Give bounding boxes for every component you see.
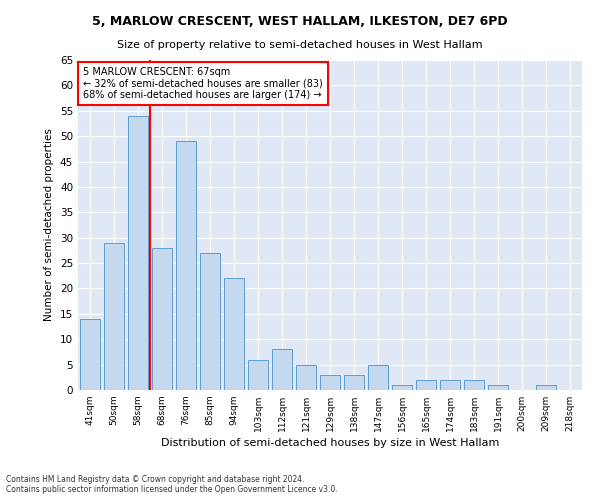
Bar [104,243,124,390]
Bar [368,364,388,390]
Text: Contains HM Land Registry data © Crown copyright and database right 2024.: Contains HM Land Registry data © Crown c… [6,476,305,484]
Text: Contains public sector information licensed under the Open Government Licence v3: Contains public sector information licen… [6,486,338,494]
Bar [224,278,244,390]
Bar [152,248,172,390]
Bar [272,350,292,390]
Bar [128,116,148,390]
Bar [464,380,484,390]
X-axis label: Distribution of semi-detached houses by size in West Hallam: Distribution of semi-detached houses by … [161,438,499,448]
Bar [248,360,268,390]
Text: 5 MARLOW CRESCENT: 67sqm
← 32% of semi-detached houses are smaller (83)
68% of s: 5 MARLOW CRESCENT: 67sqm ← 32% of semi-d… [83,66,323,100]
Bar [440,380,460,390]
Bar [344,375,364,390]
Text: Size of property relative to semi-detached houses in West Hallam: Size of property relative to semi-detach… [117,40,483,50]
Bar [176,141,196,390]
Bar [488,385,508,390]
Text: 5, MARLOW CRESCENT, WEST HALLAM, ILKESTON, DE7 6PD: 5, MARLOW CRESCENT, WEST HALLAM, ILKESTO… [92,15,508,28]
Bar [416,380,436,390]
Bar [536,385,556,390]
Bar [200,253,220,390]
Bar [80,319,100,390]
Y-axis label: Number of semi-detached properties: Number of semi-detached properties [44,128,55,322]
Bar [296,364,316,390]
Bar [392,385,412,390]
Bar [320,375,340,390]
